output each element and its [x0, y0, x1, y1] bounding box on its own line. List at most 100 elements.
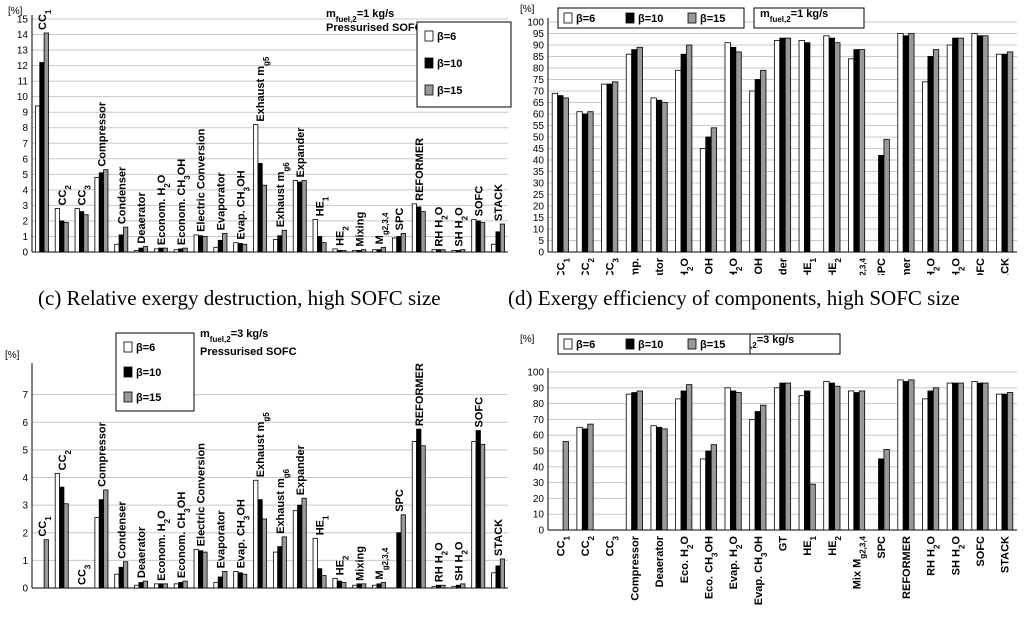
bar: [114, 573, 120, 589]
bar: [902, 381, 910, 531]
bar: [118, 234, 124, 253]
bar: [391, 237, 398, 253]
bar: [420, 445, 426, 589]
category-label: Evaporator: [215, 172, 227, 231]
bar: [773, 387, 781, 531]
category-label: RH H2O: [926, 536, 942, 576]
legend-swatch: [123, 366, 133, 378]
bar: [233, 571, 239, 589]
bar: [301, 180, 307, 253]
bar: [724, 387, 731, 531]
legend-swatch: [687, 338, 697, 350]
category-label: HE2: [827, 257, 843, 275]
bar: [587, 111, 594, 253]
legend-swatch: [123, 341, 133, 353]
bar: [416, 428, 422, 589]
category-label: STACK: [493, 184, 505, 221]
bar: [253, 124, 259, 253]
y-tick-label: 7: [22, 390, 28, 401]
bar: [834, 385, 841, 531]
bar: [153, 248, 160, 253]
bar: [848, 58, 855, 253]
category-label: Condenser: [116, 166, 128, 224]
bar: [142, 580, 149, 589]
bar: [217, 576, 223, 589]
bar: [932, 387, 940, 531]
category-label: REFORMER: [414, 363, 426, 426]
category-label: Eco. H2O: [679, 536, 695, 584]
bar: [63, 222, 69, 253]
bar: [257, 499, 263, 589]
unit-label: [%]: [8, 6, 23, 17]
bar: [451, 586, 457, 589]
bar: [705, 450, 712, 531]
bar: [222, 232, 228, 253]
legend-label: β=6: [576, 339, 595, 351]
category-label: SH H2O: [950, 536, 966, 576]
bar: [261, 184, 268, 253]
bar: [686, 44, 693, 253]
category-label: Deaerator: [136, 191, 148, 243]
bar: [202, 236, 208, 253]
bar: [332, 577, 338, 589]
y-tick-label: 9: [22, 108, 28, 119]
y-tick-label: 0: [22, 248, 28, 259]
category-label: Exhaust mg6: [275, 468, 291, 534]
category-label: HE1: [802, 257, 818, 275]
legend-label: β=10: [136, 367, 161, 379]
y-tick-label: 5: [538, 236, 544, 247]
bar: [134, 584, 140, 589]
y-tick-label: 4: [22, 185, 28, 196]
bar: [1006, 392, 1014, 531]
bar: [927, 390, 934, 531]
y-tick-label: 1: [22, 556, 28, 567]
bar: [631, 392, 638, 531]
category-label: SPC: [394, 489, 406, 512]
category-label: HE2: [334, 555, 350, 575]
bar: [853, 392, 860, 531]
bar: [79, 211, 85, 253]
bar: [213, 246, 219, 253]
bar: [480, 443, 486, 589]
bar: [420, 211, 426, 253]
category-label: CC3: [605, 535, 621, 556]
y-tick-label: 15: [533, 213, 545, 224]
legend-label: β=10: [437, 58, 462, 70]
y-tick-label: 11: [18, 77, 29, 88]
bar: [491, 243, 497, 253]
bar: [312, 218, 318, 253]
bar: [198, 235, 204, 253]
category-label: SH H2O: [453, 541, 469, 581]
category-label: Compressor: [96, 421, 108, 487]
y-tick-label: 70: [533, 87, 545, 98]
bar: [317, 236, 323, 253]
category-label: Evap. H2O: [728, 536, 744, 590]
bar: [54, 208, 60, 253]
category-label: CC2: [57, 449, 73, 470]
bar: [400, 514, 406, 589]
bar: [675, 69, 682, 253]
y-tick-label: 45: [533, 144, 545, 155]
bar: [202, 551, 208, 589]
bar: [332, 248, 338, 253]
y-tick-label: 100: [527, 368, 544, 379]
bar: [581, 113, 589, 253]
plot-area: 0510152025303540455055606570758085909510…: [527, 18, 1017, 321]
category-label: Ev. CH3OH: [753, 258, 769, 275]
category-label: Econom. CH3OH: [176, 492, 192, 578]
bar: [834, 42, 841, 253]
bar: [455, 584, 461, 589]
bar: [233, 242, 239, 253]
bar: [946, 44, 953, 253]
category-label: HE1: [802, 535, 818, 555]
category-label: REFORMER: [414, 138, 426, 201]
bar: [557, 95, 564, 253]
bar: [380, 246, 387, 253]
legend-swatch: [563, 12, 573, 24]
bar: [828, 382, 835, 531]
y-tick-label: 55: [533, 121, 545, 132]
bar: [436, 249, 442, 253]
category-label: Deaerator: [654, 257, 666, 275]
bar: [376, 249, 382, 253]
bar: [971, 33, 978, 253]
